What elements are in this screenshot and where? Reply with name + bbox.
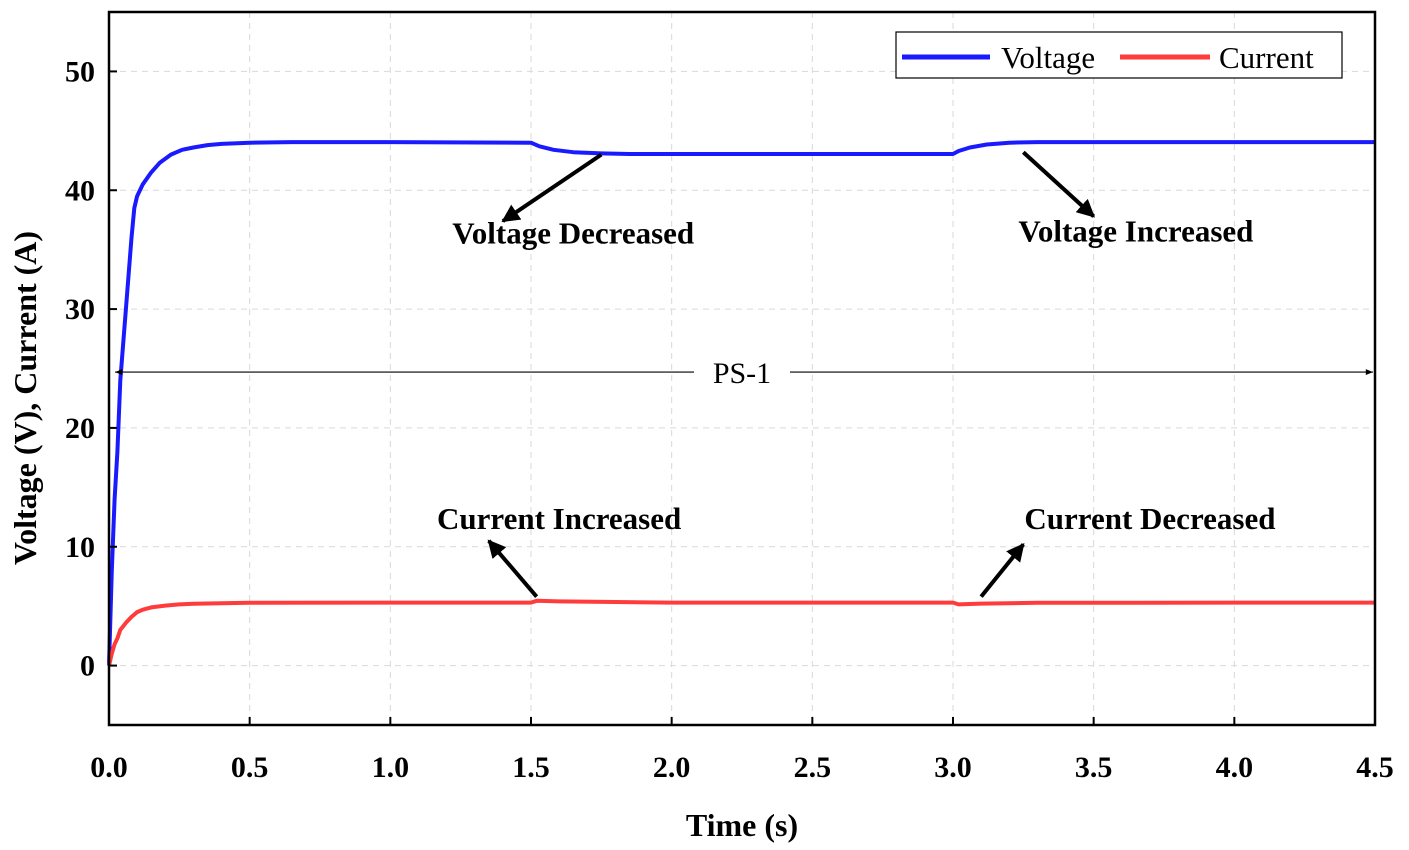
x-tick-label: 3.5	[1075, 751, 1113, 784]
annotation-arrow	[501, 152, 603, 223]
x-tick-label: 0.5	[231, 751, 269, 784]
annotation-arrow	[487, 539, 539, 598]
x-tick-label: 1.0	[372, 751, 410, 784]
plot-frame	[107, 10, 1377, 727]
series-lines	[107, 140, 1375, 667]
x-tick-label: 2.0	[653, 751, 691, 784]
x-tick-label: 4.5	[1356, 751, 1394, 784]
legend: Voltage Current	[895, 31, 1343, 79]
legend-voltage-label: Voltage	[1001, 40, 1095, 75]
annotation-label: Voltage Decreased	[452, 216, 694, 251]
grid	[109, 12, 1375, 725]
y-tick-label: 40	[65, 174, 95, 207]
series-line-voltage	[107, 140, 1375, 666]
annotation-label: Current Increased	[437, 501, 681, 536]
y-tick-label: 30	[65, 293, 95, 326]
annotations: Voltage Decreased Voltage Increased Curren…	[115, 150, 1373, 598]
x-axis-title: Time (s)	[686, 807, 798, 843]
annotation-arrow	[979, 542, 1025, 598]
annotation-label: Voltage Increased	[1018, 213, 1253, 248]
x-tick-label: 1.5	[512, 751, 550, 784]
x-tick-label: 2.5	[794, 751, 832, 784]
legend-current-label: Current	[1219, 40, 1314, 75]
series-line-current	[107, 598, 1375, 667]
x-tick-label: 0.0	[90, 751, 128, 784]
x-tick-label: 3.0	[934, 751, 972, 784]
y-tick-label: 0	[80, 650, 95, 683]
annotation-arrow	[1021, 150, 1096, 218]
x-tick-label: 4.0	[1216, 751, 1254, 784]
annotation-label: Current Decreased	[1024, 501, 1275, 536]
y-tick-label: 20	[65, 412, 95, 445]
range-label: PS-1	[713, 357, 771, 390]
y-tick-label: 50	[65, 55, 95, 88]
y-tick-label: 10	[65, 531, 95, 564]
axis-ticks: 0.0 0.5 1.0 1.5 2.0 2.5 3.0 3.5 4.0 4.5 0 10 20 30 40 5…	[65, 55, 1394, 784]
y-axis-title: Voltage (V), Current (A)	[7, 231, 43, 565]
